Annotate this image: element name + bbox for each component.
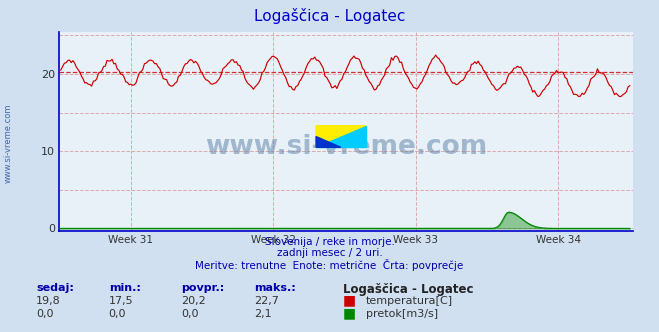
Polygon shape bbox=[316, 126, 366, 147]
Text: sedaj:: sedaj: bbox=[36, 283, 74, 293]
Text: zadnji mesec / 2 uri.: zadnji mesec / 2 uri. bbox=[277, 248, 382, 258]
Text: www.si-vreme.com: www.si-vreme.com bbox=[3, 103, 13, 183]
Text: ■: ■ bbox=[343, 307, 356, 321]
Polygon shape bbox=[316, 126, 366, 147]
Text: Meritve: trenutne  Enote: metrične  Črta: povprečje: Meritve: trenutne Enote: metrične Črta: … bbox=[195, 259, 464, 271]
Text: 17,5: 17,5 bbox=[109, 296, 133, 306]
Text: 0,0: 0,0 bbox=[109, 309, 127, 319]
Polygon shape bbox=[316, 136, 341, 147]
Text: 0,0: 0,0 bbox=[36, 309, 54, 319]
Text: Logaščica - Logatec: Logaščica - Logatec bbox=[254, 8, 405, 24]
Text: povpr.:: povpr.: bbox=[181, 283, 225, 293]
Text: Slovenija / reke in morje.: Slovenija / reke in morje. bbox=[264, 237, 395, 247]
Text: maks.:: maks.: bbox=[254, 283, 295, 293]
Text: ■: ■ bbox=[343, 293, 356, 307]
Text: 0,0: 0,0 bbox=[181, 309, 199, 319]
Text: 2,1: 2,1 bbox=[254, 309, 272, 319]
Text: 20,2: 20,2 bbox=[181, 296, 206, 306]
Text: 22,7: 22,7 bbox=[254, 296, 279, 306]
Text: 19,8: 19,8 bbox=[36, 296, 61, 306]
Text: Logaščica - Logatec: Logaščica - Logatec bbox=[343, 283, 473, 296]
Text: www.si-vreme.com: www.si-vreme.com bbox=[205, 134, 487, 160]
Text: min.:: min.: bbox=[109, 283, 140, 293]
Text: temperatura[C]: temperatura[C] bbox=[366, 296, 453, 306]
Text: pretok[m3/s]: pretok[m3/s] bbox=[366, 309, 438, 319]
